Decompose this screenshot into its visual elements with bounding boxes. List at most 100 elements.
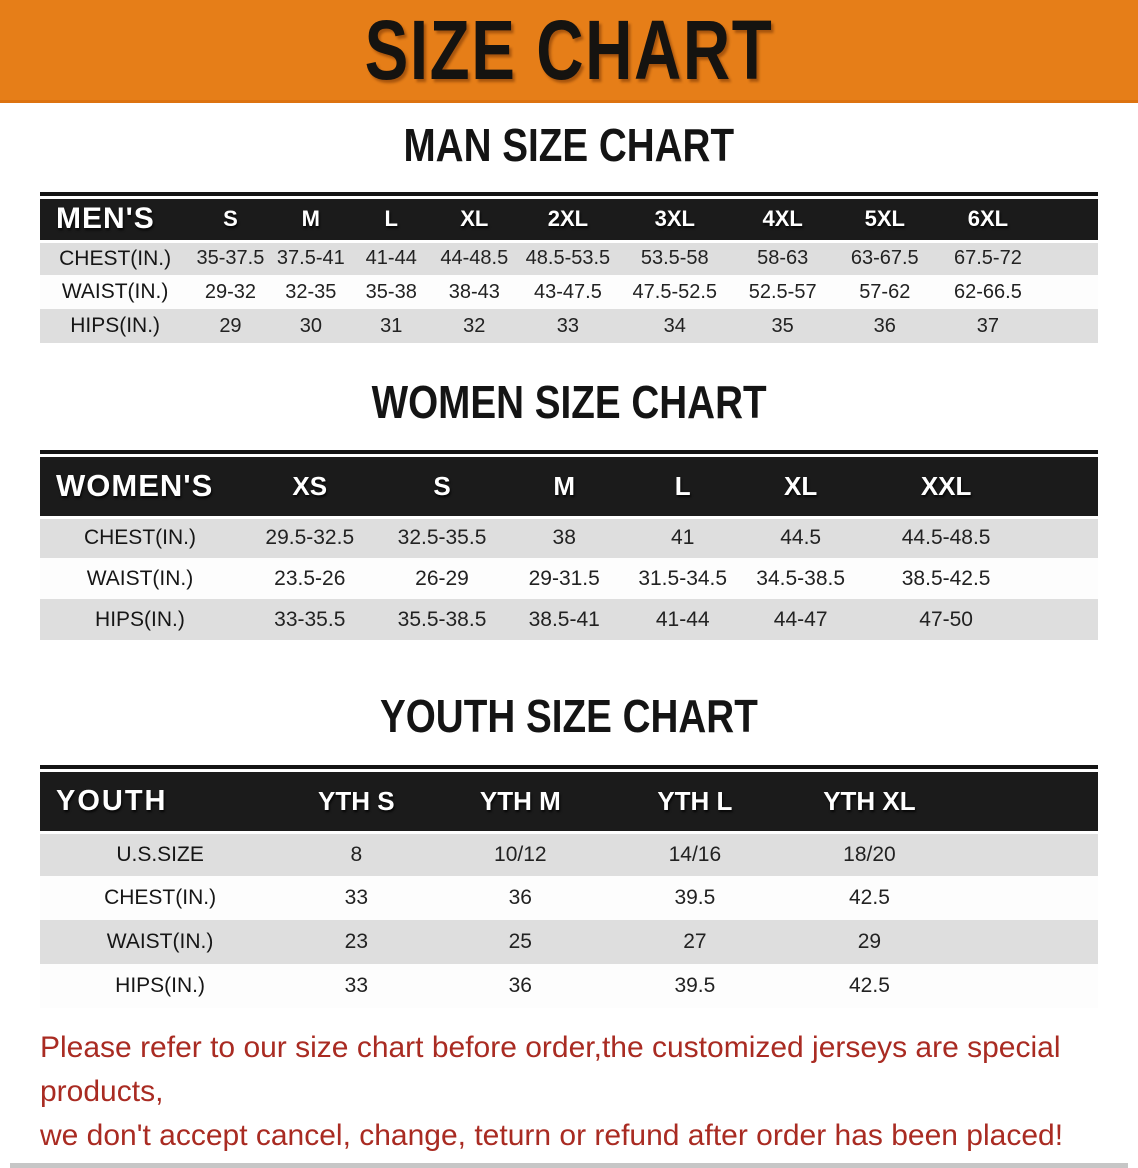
table-group-label: WOMEN'S — [40, 457, 240, 519]
size-value: 39.5 — [674, 886, 716, 909]
measure-label: WAIST(IN.) — [106, 930, 214, 953]
size-column-header: YTH S — [280, 772, 433, 834]
size-value: 47.5-52.5 — [632, 280, 718, 303]
size-value: 33 — [556, 314, 580, 337]
size-value: 52.5-57 — [748, 280, 817, 303]
size-column-header: XL — [741, 457, 860, 519]
measure-label: WAIST(IN.) — [61, 280, 169, 303]
filler-cell — [957, 920, 1098, 964]
size-value: 38 — [552, 526, 576, 550]
size-value: 33 — [344, 886, 368, 909]
size-value: 41 — [671, 526, 695, 550]
size-value: 39.5 — [674, 974, 716, 997]
men-section-heading: MAN SIZE CHART — [0, 121, 1138, 169]
table-group-label: MEN'S — [40, 199, 191, 243]
size-value: 57-62 — [859, 280, 911, 303]
size-value: 47-50 — [919, 607, 973, 631]
size-value: 36 — [508, 974, 532, 997]
size-value: 29 — [219, 314, 242, 337]
size-value: 67.5-72 — [953, 247, 1022, 270]
size-value: 44.5 — [780, 526, 822, 550]
men-size-table-wrap: MEN'S S M L XL 2XL 3XL 4XL 5XL 6XL CHEST(IN.) 35-37… — [40, 192, 1098, 343]
page-title: SIZE CHART — [364, 3, 774, 97]
size-value: 37 — [976, 314, 1000, 337]
table-row: CHEST(IN.) 29.5-32.5 32.5-35.5 38 41 44.5 44.5… — [40, 517, 1098, 558]
filler-cell — [957, 964, 1098, 1008]
filler-cell — [1041, 275, 1098, 309]
table-row: CHEST(IN.) 33 36 39.5 42.5 — [40, 876, 1098, 920]
youth-section-heading-text: YOUTH SIZE CHART — [380, 690, 758, 742]
size-column-header: YTH M — [432, 772, 609, 834]
size-value: 23.5-26 — [274, 566, 346, 590]
size-column-header: YTH XL — [781, 772, 958, 834]
filler-cell — [1032, 599, 1098, 640]
size-value: 58-63 — [757, 247, 809, 270]
size-column-header: 3XL — [618, 199, 731, 243]
size-value: 33-35.5 — [274, 607, 346, 631]
size-value: 35 — [771, 314, 794, 337]
women-size-table: WOMEN'S XS S M L XL XXL CHEST(IN.) 29.5-32.5 32.5… — [40, 457, 1098, 640]
size-column-header: M — [270, 199, 352, 243]
size-value: 30 — [299, 314, 322, 337]
measure-label: U.S.SIZE — [116, 842, 204, 866]
size-value: 18/20 — [843, 842, 896, 866]
measure-label: WAIST(IN.) — [86, 566, 194, 590]
table-row: HIPS(IN.) 33-35.5 35.5-38.5 38.5-41 41-44 44-… — [40, 599, 1098, 640]
youth-size-table-wrap: YOUTH YTH S YTH M YTH L YTH XL U.S.SIZE 8 10/12… — [40, 765, 1098, 1008]
table-group-label: YOUTH — [40, 772, 281, 834]
size-value: 23 — [344, 930, 368, 953]
measure-label: HIPS(IN.) — [115, 974, 205, 997]
table-row: WAIST(IN.) 23.5-26 26-29 29-31.5 31.5-34.5 34… — [40, 558, 1098, 599]
size-value: 31.5-34.5 — [638, 566, 728, 590]
men-section-heading-text: MAN SIZE CHART — [403, 119, 735, 171]
size-value: 37.5-41 — [276, 247, 345, 270]
table-row: WAIST(IN.) 23 25 27 29 — [40, 920, 1098, 964]
table-row: HIPS(IN.) 33 36 39.5 42.5 — [40, 964, 1098, 1008]
size-value: 41-44 — [655, 607, 710, 631]
order-policy-line-2: we don't accept cancel, change, teturn o… — [40, 1119, 1064, 1152]
size-value: 26-29 — [415, 566, 469, 590]
size-column-header: L — [351, 199, 432, 243]
size-value: 63-67.5 — [850, 247, 919, 270]
size-value: 62-66.5 — [953, 280, 1022, 303]
size-chart-banner: SIZE CHART — [0, 0, 1138, 103]
size-value: 36 — [508, 886, 532, 909]
filler-cell — [1041, 241, 1098, 275]
table-header-row: YOUTH YTH S YTH M YTH L YTH XL — [40, 772, 1098, 834]
filler-cell — [957, 876, 1098, 920]
size-value: 38.5-41 — [528, 607, 600, 631]
filler-cell — [1032, 457, 1098, 519]
filler-cell — [1040, 199, 1098, 243]
measure-label: HIPS(IN.) — [70, 314, 161, 337]
size-value: 53.5-58 — [640, 247, 709, 270]
measure-label: HIPS(IN.) — [95, 607, 185, 631]
size-value: 35-38 — [365, 280, 417, 303]
youth-size-table: YOUTH YTH S YTH M YTH L YTH XL U.S.SIZE 8 10/12… — [40, 772, 1098, 1008]
table-row: CHEST(IN.) 35-37.5 37.5-41 41-44 44-48.5 48.5… — [40, 241, 1098, 275]
size-value: 33 — [344, 974, 368, 997]
size-value: 29.5-32.5 — [265, 526, 355, 550]
size-value: 41-44 — [365, 247, 417, 270]
table-header-row: WOMEN'S XS S M L XL XXL — [40, 457, 1098, 519]
size-value: 31 — [380, 314, 403, 337]
size-value: 48.5-53.5 — [525, 247, 611, 270]
size-column-header: S — [190, 199, 271, 243]
table-row: WAIST(IN.) 29-32 32-35 35-38 38-43 43-47.5 47.… — [40, 275, 1098, 309]
women-table-top-rule — [40, 450, 1098, 454]
size-column-header: L — [623, 457, 742, 519]
size-value: 38-43 — [448, 280, 500, 303]
size-value: 35.5-38.5 — [397, 607, 487, 631]
size-value: 38.5-42.5 — [901, 566, 991, 590]
size-column-header: XL — [431, 199, 518, 243]
size-value: 42.5 — [849, 886, 890, 909]
size-column-header: 4XL — [730, 199, 835, 243]
size-value: 8 — [350, 842, 363, 866]
order-policy-note: Please refer to our size chart before or… — [40, 1026, 1118, 1158]
size-value: 44-48.5 — [440, 247, 509, 270]
filler-cell — [957, 832, 1098, 876]
size-column-header: S — [379, 457, 505, 519]
size-value: 44.5-48.5 — [901, 526, 991, 550]
measure-label: CHEST(IN.) — [104, 886, 217, 909]
measure-label: CHEST(IN.) — [59, 246, 172, 270]
filler-cell — [1032, 558, 1098, 599]
